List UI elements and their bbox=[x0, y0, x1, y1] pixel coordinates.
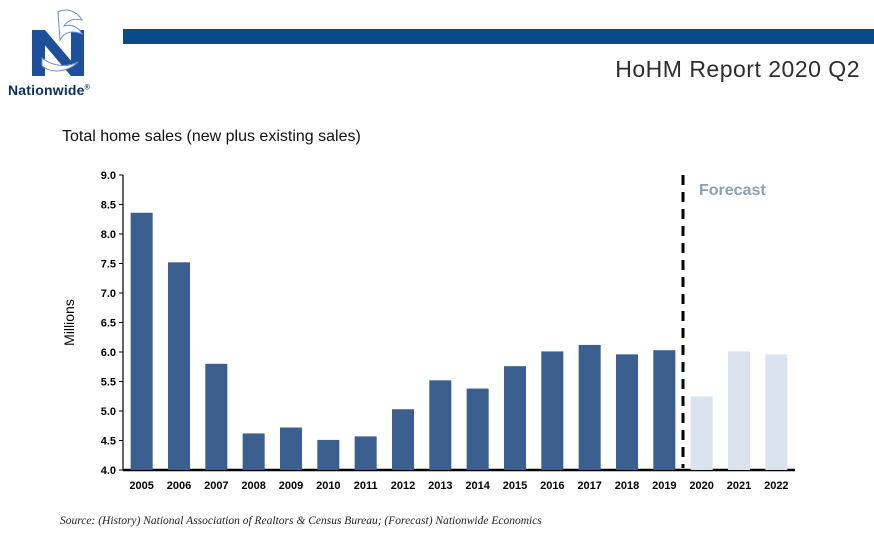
x-tick-label: 2014 bbox=[465, 480, 490, 492]
home-sales-bar-chart: 4.0 4.5 5.0 5.5 6.0 6.5 7.0 7.5 8.0 8.5 9.0 Million… bbox=[61, 170, 795, 492]
source-note: Source: (History) National Association o… bbox=[60, 515, 542, 527]
y-tick-label: 7.0 bbox=[101, 288, 116, 300]
x-tick-label: 2017 bbox=[577, 480, 601, 492]
forecast-label: Forecast bbox=[699, 182, 766, 199]
y-tick-label: 4.5 bbox=[101, 436, 116, 448]
eagle-logo-icon bbox=[32, 9, 84, 76]
x-tick-label: 2016 bbox=[540, 480, 564, 492]
forecast-bar bbox=[765, 354, 788, 470]
history-bar bbox=[541, 351, 564, 470]
x-tick-label: 2012 bbox=[391, 480, 415, 492]
history-bar bbox=[653, 350, 676, 470]
history-bar bbox=[392, 409, 414, 470]
y-tick-label: 7.5 bbox=[101, 259, 116, 271]
x-tick-label: 2011 bbox=[354, 480, 378, 492]
header-bar bbox=[123, 29, 874, 44]
y-tick-label: 4.0 bbox=[101, 465, 116, 477]
forecast-bar bbox=[728, 351, 750, 470]
history-bar bbox=[578, 344, 601, 470]
x-tick-label: 2021 bbox=[727, 480, 751, 492]
history-bar bbox=[280, 427, 302, 470]
x-tick-label: 2006 bbox=[167, 480, 191, 492]
y-tick-label: 8.0 bbox=[101, 229, 116, 241]
x-tick-label: 2022 bbox=[764, 480, 788, 492]
x-tick-label: 2020 bbox=[689, 480, 713, 492]
chart-title: Total home sales (new plus existing sale… bbox=[62, 128, 361, 145]
history-bar bbox=[168, 262, 190, 470]
forecast-bar bbox=[690, 396, 713, 470]
x-tick-label: 2010 bbox=[316, 480, 340, 492]
history-bar bbox=[429, 380, 452, 470]
history-bar bbox=[242, 433, 265, 470]
nationwide-logo: Nationwide® bbox=[8, 6, 118, 98]
history-bar bbox=[466, 388, 489, 470]
y-tick-label: 5.5 bbox=[101, 377, 116, 389]
history-bar bbox=[130, 212, 153, 470]
history-bar bbox=[317, 439, 340, 470]
x-tick-label: 2005 bbox=[129, 480, 153, 492]
y-tick-label: 9.0 bbox=[101, 170, 116, 182]
history-bar bbox=[504, 366, 526, 470]
y-tick-label: 5.0 bbox=[101, 406, 116, 418]
x-tick-label: 2013 bbox=[428, 480, 452, 492]
history-bar bbox=[205, 363, 228, 470]
history-bar bbox=[354, 436, 377, 470]
x-tick-label: 2009 bbox=[279, 480, 303, 492]
y-tick-label: 8.5 bbox=[101, 200, 116, 212]
x-tick-label: 2008 bbox=[241, 480, 265, 492]
x-tick-label: 2018 bbox=[615, 480, 639, 492]
history-bar bbox=[616, 354, 638, 470]
x-tick-label: 2019 bbox=[652, 480, 676, 492]
report-title: HoHM Report 2020 Q2 bbox=[615, 56, 860, 82]
y-axis-label: Millions bbox=[61, 299, 77, 346]
x-tick-label: 2015 bbox=[503, 480, 527, 492]
y-tick-label: 6.5 bbox=[101, 318, 116, 330]
x-tick-label: 2007 bbox=[204, 480, 228, 492]
y-tick-label: 6.0 bbox=[101, 347, 116, 359]
brand-name: Nationwide® bbox=[8, 82, 91, 98]
